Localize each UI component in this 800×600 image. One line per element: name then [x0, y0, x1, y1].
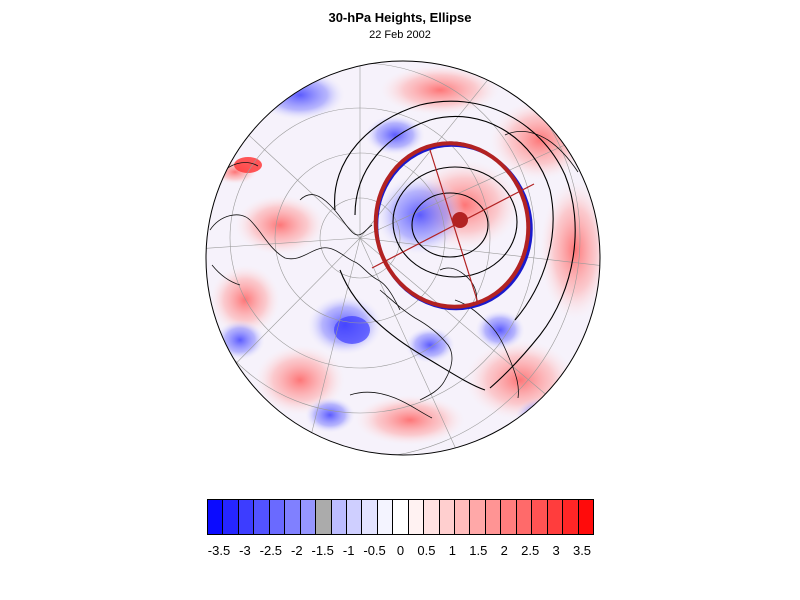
anomaly-blue	[375, 175, 465, 255]
colorbar-tick-label: -1	[342, 543, 355, 558]
colorbar-swatch	[532, 500, 548, 534]
colorbar-tick-label: -3	[239, 543, 251, 558]
colorbar-swatch	[208, 500, 224, 534]
ellipse-axis	[371, 183, 535, 269]
anomaly-red	[234, 157, 262, 173]
anomaly-blue	[215, 320, 265, 360]
colorbar-swatch	[439, 500, 455, 534]
colorbar-swatch	[547, 500, 564, 534]
colorbar-swatch	[578, 500, 593, 534]
anomaly-red	[540, 180, 600, 320]
map-subtitle: 22 Feb 2002	[369, 29, 431, 41]
colorbar-swatch	[316, 500, 332, 534]
colorbar-swatch	[300, 500, 317, 534]
height-contours	[334, 100, 576, 391]
colorbar-swatch	[455, 500, 471, 534]
field-layer	[206, 61, 600, 455]
colorbar-tick-label: -1.5	[311, 543, 334, 558]
colorbar-tick-label: 2	[500, 543, 508, 558]
colorbar	[207, 499, 594, 535]
colorbar-swatch	[393, 500, 409, 534]
colorbar-tick-label: -0.5	[363, 543, 386, 558]
anomaly-blue	[475, 310, 525, 350]
anomaly-red	[235, 195, 325, 255]
colorbar-swatch	[485, 500, 502, 534]
ellipse-outer-red	[373, 141, 531, 309]
colorbar-tick-label: -3.5	[207, 543, 231, 558]
colorbar-swatch	[346, 500, 363, 534]
colorbar-tick-label: 1	[448, 543, 456, 558]
ellipse-axis	[429, 149, 479, 304]
colorbar-swatch	[377, 500, 394, 534]
colorbar-tick-label: -2	[291, 543, 303, 558]
colorbar-swatch	[563, 500, 579, 534]
ellipse-center	[452, 212, 468, 228]
colorbar-tick-label: 2.5	[521, 543, 540, 558]
vortex-ellipse	[371, 141, 535, 311]
colorbar-tick-label: 1.5	[469, 543, 488, 558]
colorbar-swatch	[254, 500, 270, 534]
map-title: 30-hPa Heights, Ellipse	[328, 10, 472, 25]
anomaly-red	[380, 65, 500, 115]
colorbar-swatch	[501, 500, 517, 534]
colorbar-swatch	[424, 500, 440, 534]
colorbar-tick-label: 3.5	[572, 543, 592, 558]
colorbar-swatch	[223, 500, 239, 534]
globe-outline	[205, 60, 601, 456]
colorbar-labels: -3.5 -3 -2.5 -2 -1.5 -1 -0.5 0 0.5 1 1.5 2 2.5 3 3.5	[0, 543, 800, 563]
colorbar-tick-label: 0.5	[417, 543, 436, 558]
colorbar-swatch	[331, 500, 347, 534]
anomaly-blue	[305, 397, 355, 433]
colorbar-tick-label: 3	[552, 543, 560, 558]
anomaly-blue	[255, 70, 345, 120]
colorbar-tick-label: -2.5	[259, 543, 283, 558]
colorbar-swatch	[285, 500, 301, 534]
colorbar-swatch	[238, 500, 255, 534]
colorbar-swatch	[362, 500, 378, 534]
colorbar-swatch	[408, 500, 425, 534]
anomaly-blue	[515, 397, 575, 433]
colorbar-tick-label: 0	[396, 543, 405, 558]
anomaly-red	[355, 395, 465, 445]
colorbar-swatch	[269, 500, 286, 534]
anomaly-red	[210, 265, 280, 335]
colorbar-swatch	[516, 500, 533, 534]
anomaly-blue	[365, 115, 425, 155]
colorbar-swatch	[470, 500, 486, 534]
anomaly-blue	[405, 327, 455, 363]
